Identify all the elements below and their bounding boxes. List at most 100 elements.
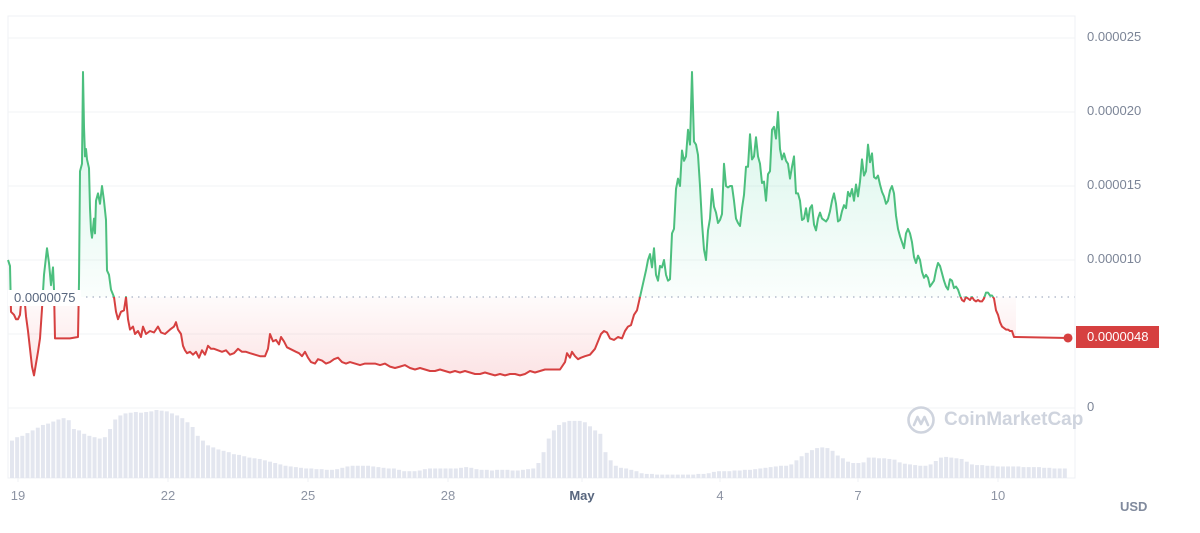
volume-bar [422, 469, 427, 478]
volume-bar [453, 468, 458, 478]
volume-bar [77, 430, 82, 478]
volume-bar [221, 450, 226, 478]
volume-bar [1042, 467, 1047, 478]
volume-bar [206, 445, 211, 478]
y-tick-label: 0 [1087, 399, 1095, 414]
volume-bar [655, 474, 660, 478]
volume-bar [299, 467, 303, 478]
volume-bar [758, 468, 763, 478]
volume-bar [159, 410, 164, 478]
volume-bar [908, 464, 912, 478]
volume-bar [789, 464, 794, 478]
volume-bar [149, 411, 154, 478]
volume-bar [1000, 466, 1005, 478]
volume-bar [262, 460, 267, 478]
volume-bar [520, 469, 525, 478]
y-tick-label: 0.000025 [1087, 29, 1142, 44]
volume-bar [133, 412, 138, 478]
volume-bar [928, 464, 933, 478]
x-tick-label: 28 [440, 488, 456, 503]
volume-bar [557, 424, 562, 478]
volume-bar [66, 420, 71, 478]
volume-bar [1037, 467, 1041, 478]
volume-bar [1016, 466, 1021, 478]
volume-bar [799, 456, 804, 478]
volume-bar [1011, 466, 1016, 478]
volume-bar [92, 437, 97, 478]
volume-bar [660, 474, 665, 478]
volume-bar [680, 474, 685, 478]
volume-bar [484, 469, 489, 478]
volume-bar [304, 468, 309, 478]
x-tick-label: 7 [854, 488, 862, 503]
coinmarketcap-watermark: CoinMarketCap [906, 405, 1083, 435]
volume-bar [51, 421, 56, 478]
volume-bar [469, 467, 474, 478]
volume-bar [82, 433, 87, 478]
volume-bar [386, 468, 391, 478]
volume-bar [216, 449, 221, 478]
volume-bar [727, 471, 732, 478]
volume-bar [381, 467, 386, 478]
volume-bar [87, 435, 92, 478]
volume-bar [804, 452, 809, 478]
volume-bar [644, 473, 649, 478]
volume-bar [778, 465, 783, 478]
volume-bar [985, 465, 990, 478]
volume-bar [15, 437, 20, 478]
volume-bar [185, 422, 190, 478]
volume-bar [691, 474, 696, 478]
volume-bar [10, 440, 14, 478]
volume-bar [1021, 467, 1026, 478]
volume-bar [944, 456, 949, 478]
volume-bar [696, 473, 701, 478]
volume-bar [175, 415, 180, 478]
volume-bar [546, 438, 551, 478]
volume-bar [433, 468, 438, 478]
volume-bar [784, 465, 789, 478]
volume-bar [732, 470, 737, 478]
volume-bar [257, 458, 262, 478]
volume-bar [567, 420, 572, 478]
volume-bar [391, 468, 396, 478]
volume-bar [489, 470, 494, 478]
volume-bar [639, 473, 644, 478]
volume-bar [459, 467, 463, 478]
volume-bar [350, 465, 355, 478]
volume-bar [686, 474, 691, 478]
x-tick-label: 19 [10, 488, 26, 503]
volume-bar [474, 469, 479, 478]
volume-bar [40, 424, 45, 478]
volume-bar [180, 418, 185, 478]
volume-bar [536, 463, 541, 478]
volume-bar [376, 467, 381, 478]
volume-bar [887, 458, 892, 478]
price-line-up [7, 71, 995, 297]
volume-bar [768, 467, 773, 478]
y-tick-label: 0.000020 [1087, 103, 1142, 118]
volume-bar [980, 465, 985, 478]
volume-bar [283, 465, 288, 478]
volume-bar [1062, 468, 1067, 478]
volume-bar [211, 447, 216, 478]
volume-bar [737, 470, 742, 478]
x-tick-label: 22 [160, 488, 176, 503]
volume-bar [195, 435, 200, 478]
volume-bar [71, 429, 76, 478]
volume-bar [329, 469, 334, 478]
volume-bar [613, 465, 618, 478]
baseline-price-label: 0.0000075 [8, 290, 82, 306]
volume-bar [1057, 468, 1062, 478]
volume-bar [46, 423, 51, 478]
volume-bar [624, 468, 629, 478]
volume-bar [913, 465, 918, 478]
volume-bar [371, 466, 376, 478]
volume-bar [794, 460, 799, 478]
x-tick-label: 25 [300, 488, 316, 503]
volume-bar [773, 466, 778, 478]
volume-bar [324, 469, 329, 478]
volume-bar [464, 467, 469, 478]
volume-bar [268, 461, 273, 478]
